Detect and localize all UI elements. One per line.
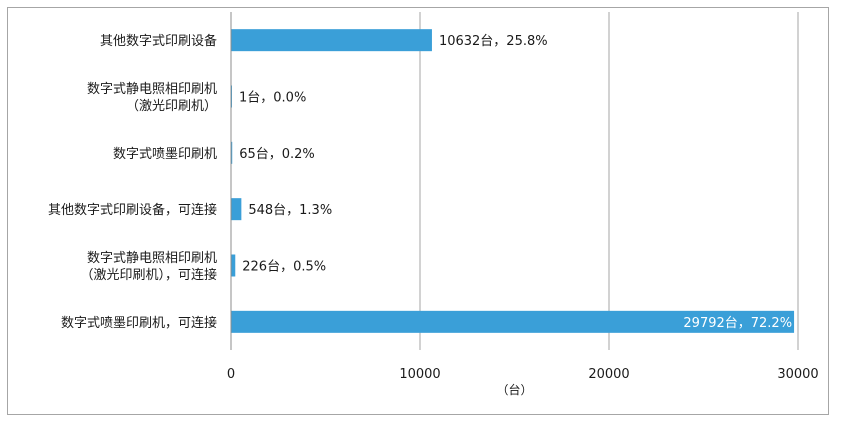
data-label: 65台，0.2% <box>239 147 315 162</box>
data-labels: 10632台，25.8% 1台，0.0% 65台，0.2% 548台，1.3% 226台… <box>239 34 792 331</box>
x-tick-label: 0 <box>227 367 235 382</box>
category-label: 数字式喷墨印刷机 <box>113 147 217 162</box>
bar <box>231 254 236 277</box>
category-label: 其他数字式印刷设备，可连接 <box>48 202 217 218</box>
data-label: 1台，0.0% <box>239 91 306 106</box>
bar <box>231 29 432 52</box>
data-label: 10632台，25.8% <box>439 34 548 49</box>
bar <box>231 310 795 333</box>
chart-frame <box>7 7 829 415</box>
x-tick-labels: 0 10000 20000 30000 <box>227 367 819 382</box>
x-tick-label: 30000 <box>777 367 818 382</box>
x-tick-label: 20000 <box>588 367 629 382</box>
category-label: 数字式静电照相印刷机（激光印刷机），可连接 <box>80 251 217 283</box>
bars <box>231 29 795 333</box>
data-label: 548台，1.3% <box>248 203 332 218</box>
x-tick-label: 10000 <box>399 367 440 382</box>
data-label: 226台，0.5% <box>242 260 326 275</box>
gridlines <box>419 12 799 350</box>
category-label: 数字式静电照相印刷机（激光印刷机） <box>87 82 217 114</box>
data-label: 29792台，72.2% <box>683 316 792 331</box>
x-axis-title: （台） <box>496 382 532 397</box>
bar <box>231 141 233 164</box>
category-label: 数字式喷墨印刷机，可连接 <box>61 315 217 331</box>
category-label: 其他数字式印刷设备 <box>100 33 217 49</box>
bar <box>231 198 242 221</box>
